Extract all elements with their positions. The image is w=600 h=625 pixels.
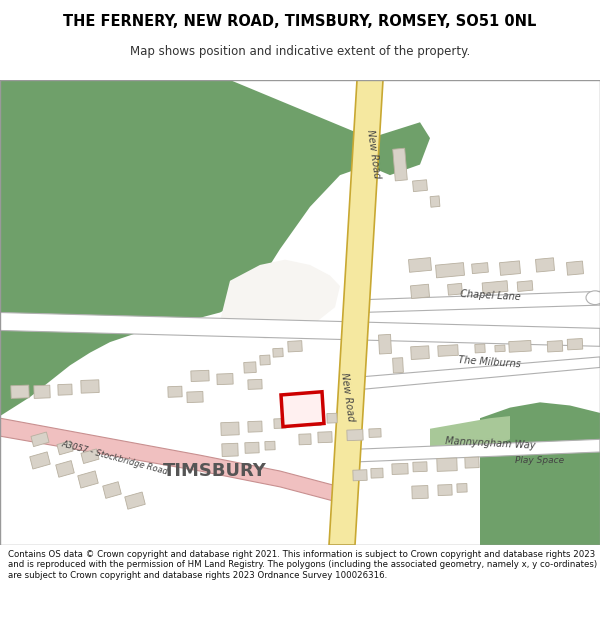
Polygon shape xyxy=(58,384,72,395)
Text: Chapel Lane: Chapel Lane xyxy=(460,289,520,302)
Polygon shape xyxy=(220,259,340,339)
Polygon shape xyxy=(412,486,428,499)
Polygon shape xyxy=(299,434,311,445)
Polygon shape xyxy=(500,261,520,276)
Polygon shape xyxy=(0,312,600,346)
Polygon shape xyxy=(547,341,563,352)
Polygon shape xyxy=(347,429,363,441)
Polygon shape xyxy=(244,362,256,373)
Polygon shape xyxy=(438,345,458,356)
Polygon shape xyxy=(30,452,50,469)
Polygon shape xyxy=(245,442,259,453)
Polygon shape xyxy=(273,348,283,357)
Text: A3057 - Stockbridge Road: A3057 - Stockbridge Road xyxy=(61,440,169,477)
Polygon shape xyxy=(566,261,583,275)
Polygon shape xyxy=(221,422,239,436)
Polygon shape xyxy=(222,443,238,456)
Text: New Road: New Road xyxy=(338,372,355,423)
Polygon shape xyxy=(340,439,600,462)
Polygon shape xyxy=(125,492,145,509)
Polygon shape xyxy=(430,196,440,208)
Polygon shape xyxy=(81,449,99,464)
Polygon shape xyxy=(480,402,600,545)
Polygon shape xyxy=(370,122,430,175)
Polygon shape xyxy=(347,357,600,391)
Polygon shape xyxy=(0,80,370,416)
Polygon shape xyxy=(410,284,430,299)
Polygon shape xyxy=(327,413,337,423)
Polygon shape xyxy=(81,380,99,393)
Polygon shape xyxy=(472,262,488,274)
Polygon shape xyxy=(495,345,505,352)
Polygon shape xyxy=(438,484,452,496)
Polygon shape xyxy=(567,339,583,350)
Polygon shape xyxy=(56,461,74,478)
Text: THE FERNERY, NEW ROAD, TIMSBURY, ROMSEY, SO51 0NL: THE FERNERY, NEW ROAD, TIMSBURY, ROMSEY,… xyxy=(64,14,536,29)
Polygon shape xyxy=(353,470,367,481)
Polygon shape xyxy=(413,462,427,472)
Text: New Road: New Road xyxy=(365,129,382,179)
Polygon shape xyxy=(265,441,275,450)
Polygon shape xyxy=(78,471,98,488)
Polygon shape xyxy=(430,416,510,450)
Polygon shape xyxy=(0,418,340,502)
Polygon shape xyxy=(509,341,531,352)
Text: TIMSBURY: TIMSBURY xyxy=(163,462,267,480)
Polygon shape xyxy=(437,458,457,471)
Text: Map shows position and indicative extent of the property.: Map shows position and indicative extent… xyxy=(130,46,470,59)
Polygon shape xyxy=(34,385,50,398)
Polygon shape xyxy=(329,80,383,545)
Polygon shape xyxy=(448,283,463,295)
Polygon shape xyxy=(536,258,554,272)
Polygon shape xyxy=(360,291,600,312)
Polygon shape xyxy=(288,341,302,352)
Text: Play Space: Play Space xyxy=(515,456,565,465)
Polygon shape xyxy=(191,370,209,381)
Polygon shape xyxy=(413,180,427,192)
Polygon shape xyxy=(57,441,73,455)
Polygon shape xyxy=(410,346,430,359)
Polygon shape xyxy=(457,484,467,492)
Polygon shape xyxy=(392,357,403,373)
Polygon shape xyxy=(517,281,533,291)
Polygon shape xyxy=(475,344,485,353)
Polygon shape xyxy=(11,385,29,398)
Polygon shape xyxy=(274,419,286,429)
Polygon shape xyxy=(248,421,262,432)
Polygon shape xyxy=(281,392,324,427)
Polygon shape xyxy=(260,355,270,365)
Polygon shape xyxy=(379,334,391,354)
Polygon shape xyxy=(309,415,321,426)
Text: Contains OS data © Crown copyright and database right 2021. This information is : Contains OS data © Crown copyright and d… xyxy=(8,550,597,580)
Polygon shape xyxy=(318,432,332,442)
Polygon shape xyxy=(31,432,49,447)
Text: Mannyngham Way: Mannyngham Way xyxy=(445,436,535,451)
Polygon shape xyxy=(217,374,233,384)
Polygon shape xyxy=(168,386,182,398)
Polygon shape xyxy=(103,482,121,498)
Polygon shape xyxy=(371,468,383,478)
Ellipse shape xyxy=(586,291,600,304)
Polygon shape xyxy=(436,262,464,278)
Polygon shape xyxy=(482,281,508,294)
Polygon shape xyxy=(369,429,381,438)
Text: The Milburns: The Milburns xyxy=(458,355,521,369)
Polygon shape xyxy=(393,148,407,181)
Polygon shape xyxy=(392,463,408,474)
Polygon shape xyxy=(248,379,262,389)
Polygon shape xyxy=(187,391,203,402)
Polygon shape xyxy=(409,258,431,272)
Polygon shape xyxy=(465,457,479,468)
